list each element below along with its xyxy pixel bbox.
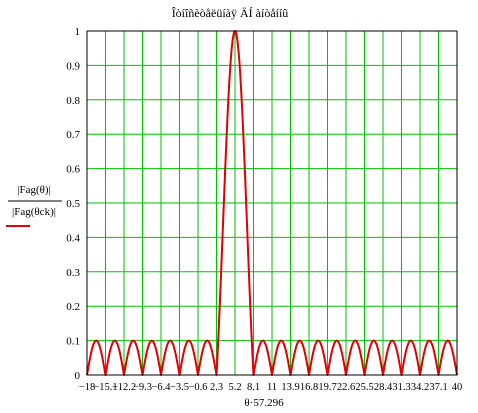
x-tick-labels: −18−15.1−12.2−9.3 −6.4 −3.5 −0.6 2.3 5.2 8.1 11… <box>79 382 462 393</box>
y-axis-label-numerator: |Fag(θ)| <box>17 184 51 196</box>
x-tick-label: 8.1 <box>247 382 260 393</box>
y-tick-label: 0.4 <box>66 232 80 244</box>
x-tick-label: 13.9 <box>281 382 299 393</box>
x-tick-label: 5.2 <box>228 382 241 393</box>
y-tick-label: 0.9 <box>66 60 80 72</box>
y-tick-labels: 0 0.1 0.2 0.3 0.4 0.5 0.6 0.7 0.8 0.9 1 <box>66 26 80 382</box>
y-tick-label: 0 <box>75 370 81 382</box>
y-tick-label: 0.1 <box>66 336 80 348</box>
x-tick-label: 28.4 <box>374 382 393 393</box>
x-tick-label: 37.1 <box>429 382 447 393</box>
x-tick-label: −15.1 <box>93 382 117 393</box>
y-tick-label: 0.3 <box>66 267 80 279</box>
y-tick-label: 1 <box>75 26 81 38</box>
x-tick-label: −3.5 <box>170 382 189 393</box>
plot-frame <box>86 30 458 376</box>
x-tick-label: 22.6 <box>337 382 355 393</box>
y-tick-label: 0.7 <box>66 129 80 141</box>
y-axis-label-denominator: |Fag(θck)| <box>12 206 56 218</box>
x-tick-label: 2.3 <box>210 382 223 393</box>
x-tick-label: −12.2 <box>112 382 136 393</box>
chart-title: Îòíîñèòåëüíàÿ ÄÍ àíòåííû <box>172 6 289 20</box>
x-tick-label: 31.3 <box>392 382 410 393</box>
x-tick-label: 34.2 <box>411 382 429 393</box>
y-tick-label: 0.5 <box>66 198 80 210</box>
x-axis-label: θ·57.296 <box>244 397 284 409</box>
grid-lines <box>86 30 458 376</box>
x-tick-label: 11 <box>267 382 277 393</box>
x-tick-label: 19.7 <box>318 382 336 393</box>
x-tick-label: 40 <box>452 382 463 393</box>
x-tick-label: −9.3 <box>133 382 152 393</box>
y-tick-label: 0.6 <box>66 164 80 176</box>
y-tick-label: 0.2 <box>66 301 80 313</box>
y-tick-label: 0.8 <box>66 95 80 107</box>
x-tick-label: −6.4 <box>151 382 171 393</box>
x-tick-label: −18 <box>79 382 95 393</box>
x-tick-label: 16.8 <box>300 382 318 393</box>
x-tick-label: −0.6 <box>188 382 207 393</box>
x-tick-label: 25.5 <box>355 382 373 393</box>
